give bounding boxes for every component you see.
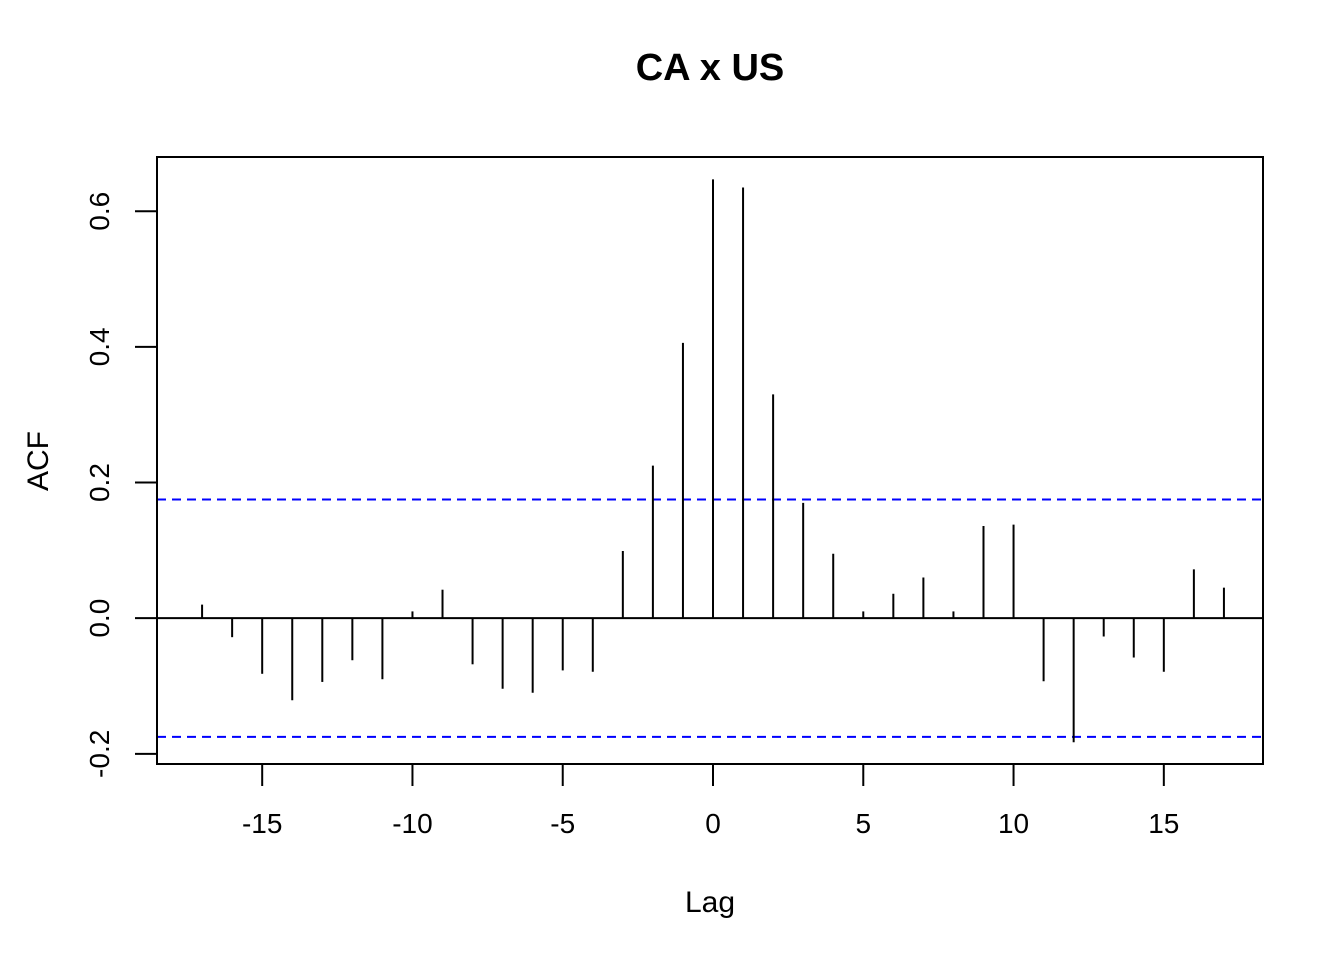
y-tick-label: 0.6 (84, 192, 115, 231)
plot-area (157, 179, 1263, 743)
x-tick-label: 5 (855, 808, 871, 839)
x-tick-label: -15 (242, 808, 282, 839)
y-tick-label: 0.4 (84, 327, 115, 366)
y-tick-label: -0.2 (84, 730, 115, 778)
x-tick-label: 0 (705, 808, 721, 839)
y-tick-label: 0.0 (84, 599, 115, 638)
x-axis-label: Lag (685, 886, 735, 919)
x-tick-label: -10 (392, 808, 432, 839)
y-axis: -0.2 0.0 0.2 0.4 0.6 (84, 192, 158, 778)
x-tick-label: 15 (1148, 808, 1179, 839)
x-tick-label: 10 (998, 808, 1029, 839)
y-tick-label: 0.2 (84, 463, 115, 502)
chart-title: CA x US (636, 47, 785, 89)
x-tick-label: -5 (550, 808, 575, 839)
y-axis-label: ACF (22, 431, 55, 491)
x-axis: -15 -10 -5 0 5 10 15 (242, 763, 1179, 839)
